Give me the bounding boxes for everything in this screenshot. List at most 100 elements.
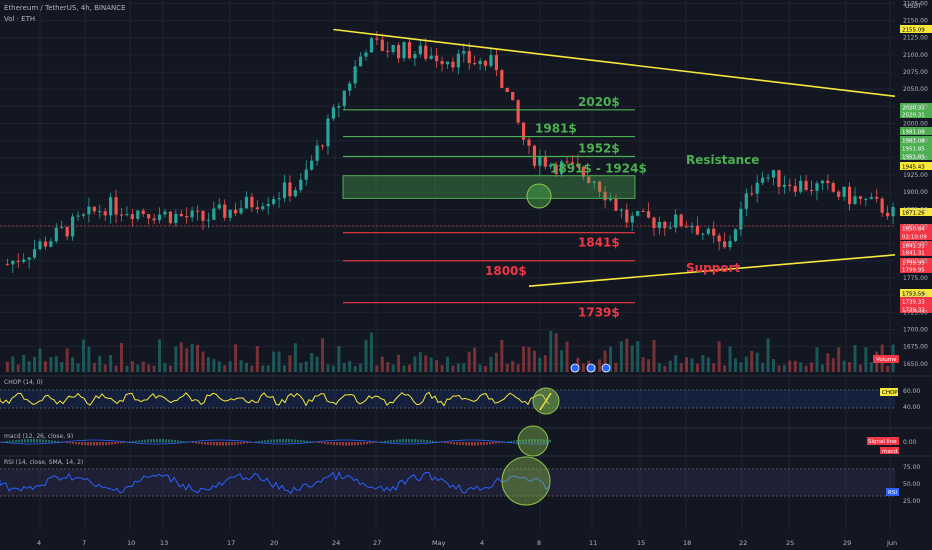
macd-hist-bar — [231, 442, 233, 446]
time-tick: 29 — [843, 539, 851, 547]
macd-hist-bar — [324, 442, 326, 444]
volume-bar — [147, 364, 151, 372]
volume-bar — [310, 353, 314, 372]
candle-body — [27, 257, 31, 260]
candle-body — [755, 182, 759, 194]
candle-body — [766, 177, 770, 179]
macd-hist-bar — [282, 439, 284, 443]
macd-hist-bar — [450, 442, 452, 444]
candle-body — [174, 213, 178, 224]
volume-bar — [527, 347, 531, 372]
time-tick: 15 — [637, 539, 645, 547]
macd-hist-bar — [12, 440, 14, 443]
rsi-tag: RSI — [888, 490, 897, 496]
time-tick: 18 — [683, 539, 691, 547]
macd-hist-bar — [75, 442, 77, 445]
macd-hist-bar — [366, 442, 368, 445]
candle-body — [11, 260, 15, 265]
candle-body — [38, 241, 42, 250]
price-tick: 1950.00 — [903, 155, 928, 162]
candle-body — [500, 70, 504, 88]
price-tag: 2020.31 — [902, 106, 925, 112]
macd-hist-bar — [6, 441, 8, 443]
candle-body — [369, 38, 374, 53]
macd-hist-bar — [219, 442, 221, 446]
macd-hist-bar — [117, 442, 119, 444]
candle-body — [60, 226, 64, 228]
candle-body — [723, 241, 727, 248]
volume-bar — [636, 341, 640, 372]
price-tick: 1725.00 — [903, 309, 928, 316]
resistance-label: Resistance — [686, 153, 759, 167]
volume-bar — [380, 356, 384, 372]
candle-body — [76, 215, 80, 217]
volume-bar — [299, 362, 303, 372]
candle-body — [22, 259, 26, 262]
candle-body — [81, 214, 86, 216]
candle-body — [342, 90, 346, 107]
candle-body — [570, 162, 575, 165]
volume-bar — [397, 354, 401, 372]
volume-bar — [522, 346, 526, 372]
candle-body — [54, 227, 58, 242]
volume-bar — [163, 363, 167, 372]
candle-body — [462, 51, 466, 54]
volume-bar — [413, 356, 417, 372]
macd-hist-bar — [348, 442, 350, 446]
price-tick: 2000.00 — [903, 121, 928, 128]
macd-hist-bar — [354, 442, 356, 446]
candle-body — [320, 145, 325, 147]
macd-hist-bar — [546, 439, 548, 443]
candle-body — [684, 226, 689, 228]
macd-hist-bar — [111, 442, 113, 445]
time-tick: 13 — [160, 539, 168, 547]
time-tick: Jun — [886, 539, 897, 547]
rsi-tick: 25.00 — [903, 498, 920, 505]
macd-hist-bar — [471, 442, 473, 446]
volume-bar — [505, 363, 509, 372]
volume-bar — [674, 355, 678, 372]
macd-hist-bar — [480, 442, 482, 446]
volume-bar — [793, 360, 797, 372]
price-tag-bg — [900, 136, 932, 144]
macd-hist-bar — [270, 439, 272, 443]
macd-hist-bar — [444, 442, 446, 444]
candle-body — [527, 139, 531, 146]
macd-hist-bar — [477, 442, 479, 446]
macd-hist-bar — [345, 442, 347, 446]
volume-bar — [136, 364, 140, 372]
volume-bar — [565, 341, 569, 372]
volume-bar — [201, 351, 205, 372]
time-tick: 20 — [270, 539, 278, 547]
volume-bar — [467, 351, 471, 372]
macd-hist-bar — [459, 442, 461, 445]
rsi-band — [0, 469, 895, 496]
candle-body — [418, 45, 422, 55]
candle-body — [163, 211, 167, 215]
candle-body — [777, 170, 781, 187]
candle-body — [728, 240, 732, 248]
candle-body — [505, 87, 509, 92]
macd-hist-bar — [138, 440, 140, 443]
volume-bar — [255, 346, 259, 372]
candle-body — [293, 190, 297, 197]
trendline-support — [528, 250, 932, 288]
candle-body — [489, 55, 493, 66]
candle-body — [277, 198, 281, 200]
candle-body — [5, 264, 9, 266]
candle-body — [858, 196, 863, 199]
candle-body — [386, 50, 390, 52]
volume-bar — [804, 365, 808, 372]
volume-bar — [228, 361, 232, 372]
macd-hist-bar — [330, 442, 332, 445]
volume-bar — [657, 363, 661, 372]
candle-body — [206, 219, 211, 221]
price-tick: 1775.00 — [903, 275, 928, 282]
price-tag: 1739.33 — [902, 300, 925, 306]
volume-bar — [98, 355, 102, 372]
candle-body — [853, 196, 857, 205]
macd-hist-bar — [57, 441, 59, 443]
volume-bar — [60, 361, 64, 372]
macd-hist-bar — [513, 440, 515, 443]
